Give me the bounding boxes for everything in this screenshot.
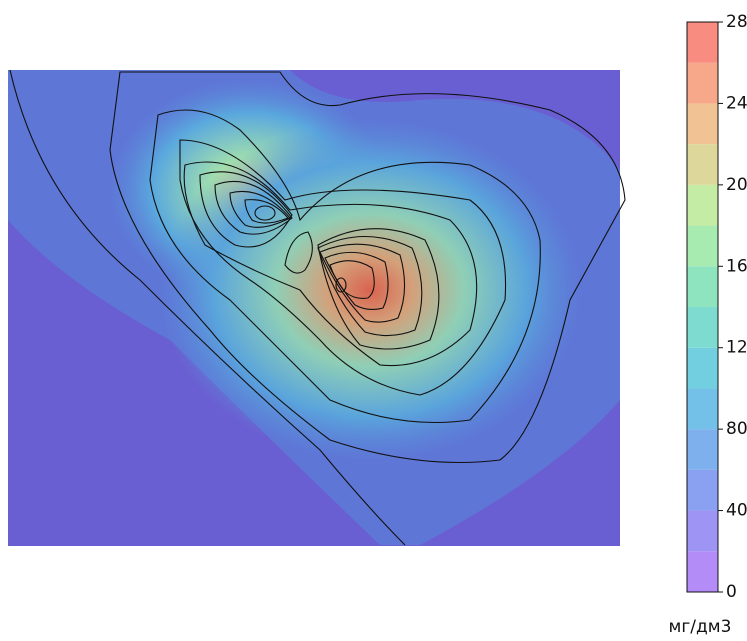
colorbar-band [687,63,718,104]
tick-label: 280 [726,12,747,32]
tick-label: 80 [726,419,747,439]
colorbar-band [687,103,718,144]
chart: 0 40 80 120 160 200 240 280 мг/дм3 [0,0,747,641]
colorbar-band [687,551,718,592]
colorbar-band [687,22,718,63]
tick-label: 0 [726,582,737,602]
colorbar-band [687,429,718,470]
tick-label: 240 [726,93,747,113]
colorbar-label: мг/дм3 [669,617,732,637]
colorbar-band [687,470,718,511]
map [8,70,625,546]
tick-label: 200 [726,175,747,195]
colorbar-band [687,511,718,552]
colorbar-band [687,348,718,389]
colorbar-band [687,185,718,226]
colorbar: 0 40 80 120 160 200 240 280 [687,12,747,602]
tick-label: 40 [726,501,747,521]
tick-label: 120 [726,338,747,358]
colorbar-band [687,266,718,307]
colorbar-band [687,144,718,185]
tick-label: 160 [726,256,747,276]
colorbar-band [687,226,718,267]
colorbar-band [687,388,718,429]
colorbar-band [687,307,718,348]
